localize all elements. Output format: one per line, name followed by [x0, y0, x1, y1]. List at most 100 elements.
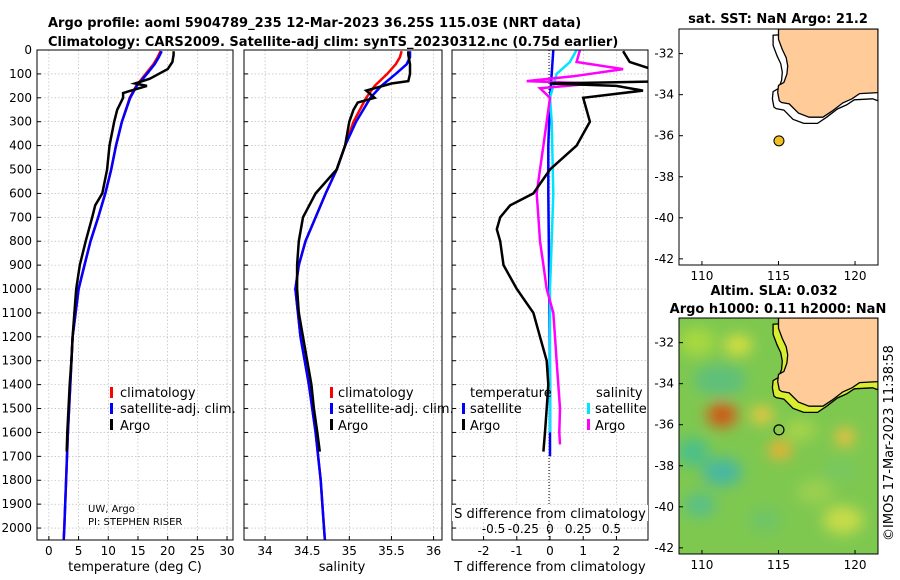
figure-title-line2: Climatology: CARS2009. Satellite-adj cli… [48, 35, 618, 50]
map-x-tick-label: 110 [691, 558, 714, 572]
depth-tick-label: 1000 [1, 282, 32, 296]
depth-tick-label: 200 [9, 91, 32, 105]
salinity-satellite-line [294, 51, 412, 540]
depth-tick-label: 1400 [1, 378, 32, 392]
legend-label-t-argo: Argo [470, 419, 500, 434]
legend-title-salinity: salinity [596, 386, 643, 401]
x-tick-label: 0 [45, 544, 53, 558]
x-tick-label: 1 [579, 544, 587, 558]
s-tick-label: -0.5 [482, 522, 505, 536]
legend-swatch-s-satellite [587, 403, 590, 414]
legend-label-satellite: satellite-adj. clim. [120, 402, 236, 417]
sst-map-ticks: 110 115 120 -32 -34 -36 -38 -40 -42 [654, 47, 866, 283]
legend-label-climatology: climatology [120, 386, 196, 401]
map-x-tick-label: 120 [844, 269, 867, 283]
sla-map-ticks: 110 115 120 -32 -34 -36 -38 -40 -42 [654, 336, 866, 572]
difference-panel: -2 -1 0 1 2 -0.5 -0.25 0 0.25 0.5 temperature sa… [451, 49, 649, 575]
x-tick-label: 36 [426, 544, 441, 558]
figure-title-line1: Argo profile: aoml 5904789_235 12-Mar-20… [48, 16, 581, 31]
depth-tick-label: 400 [9, 139, 32, 153]
s-tick-label: 0.5 [602, 522, 621, 536]
sla-map-title-line1: Altim. SLA: 0.032 [711, 284, 838, 299]
salinity-panel: 34 34.5 35 35.5 36 climatology satellite-adj… [243, 49, 454, 575]
depth-tick-label: 300 [9, 115, 32, 129]
legend-swatch-climatology [330, 387, 333, 398]
legend-swatch-climatology [110, 387, 113, 398]
land-mass [777, 318, 878, 407]
copyright-text: ©IMOS 17-Mar-2023 11:38:58 [882, 345, 897, 541]
temperature-grid [37, 49, 233, 540]
legend-label-s-satellite: satellite [595, 402, 647, 417]
s-tick-label: 0.25 [565, 522, 592, 536]
depth-tick-label: 1700 [1, 449, 32, 463]
map-y-tick-label: -32 [654, 336, 674, 350]
depth-tick-label: 1900 [1, 497, 32, 511]
map-y-tick-label: -38 [654, 170, 674, 184]
x-tick-label: 35 [342, 544, 357, 558]
x-tick-label: 0 [546, 544, 554, 558]
map-y-tick-label: -32 [654, 47, 674, 61]
map-x-tick-label: 115 [767, 558, 790, 572]
depth-tick-label: 1500 [1, 402, 32, 416]
x-tick-label: 34.5 [294, 544, 321, 558]
legend-title-temperature: temperature [470, 386, 552, 401]
depth-tick-label: 100 [9, 67, 32, 81]
legend-swatch-argo [110, 419, 113, 430]
sst-map-panel: sat. SST: NaN Argo: 21.2 110 115 120 -32 -34… [654, 12, 879, 283]
s-tick-label: 0 [546, 522, 554, 536]
map-x-tick-label: 110 [691, 269, 714, 283]
profile-location-marker [773, 135, 785, 147]
legend-label-argo: Argo [338, 419, 368, 434]
depth-tick-label: 500 [9, 163, 32, 177]
map-y-tick-label: -42 [654, 541, 674, 555]
temperature-panel: 0100200300400500600700800900100011001200… [1, 43, 235, 575]
depth-tick-label: 600 [9, 186, 32, 200]
map-y-tick-label: -38 [654, 459, 674, 473]
map-y-tick-label: -36 [654, 418, 674, 432]
temperature-legend: climatology satellite-adj. clim. Argo [110, 386, 236, 434]
legend-label-s-argo: Argo [595, 419, 625, 434]
depth-tick-label: 0 [24, 43, 32, 57]
x-tick-label: -1 [511, 544, 523, 558]
depth-tick-label: 1600 [1, 425, 32, 439]
pi-text: PI: STEPHEN RISER [88, 517, 182, 528]
salinity-tick-labels: 34 34.5 35 35.5 36 [257, 544, 441, 558]
map-x-tick-label: 120 [844, 558, 867, 572]
credit-text: UW, Argo [88, 504, 135, 515]
legend-swatch-t-argo [462, 419, 465, 430]
map-y-tick-label: -40 [654, 211, 674, 225]
depth-tick-labels: 0 100 200 300 400 500 600 700 800 900 1000 1100 1200… [1, 43, 32, 535]
x-tick-label: 35.5 [378, 544, 405, 558]
depth-tick-label: 800 [9, 234, 32, 248]
temperature-xlabel: temperature (deg C) [68, 560, 202, 575]
temperature-axes-frame [36, 49, 234, 541]
s-label-backdrop [452, 505, 648, 521]
s-tick-label: -0.25 [508, 522, 539, 536]
land-mass [777, 29, 878, 118]
difference-legend: temperature satellite Argo salinity sate… [462, 386, 647, 434]
legend-swatch-satellite [110, 403, 113, 414]
legend-swatch-argo [330, 419, 333, 430]
profile-location-marker [773, 424, 785, 436]
sst-map-title: sat. SST: NaN Argo: 21.2 [688, 12, 868, 27]
sla-map-title-line2: Argo h1000: 0.11 h2000: NaN [670, 302, 887, 317]
salinity-xlabel: salinity [319, 560, 366, 575]
difference-salinity-tick-labels: -0.5 -0.25 0 0.25 0.5 [482, 522, 621, 536]
depth-tick-label: 1200 [1, 330, 32, 344]
map-y-tick-label: -40 [654, 500, 674, 514]
salinity-axes-frame [243, 49, 443, 541]
depth-tick-label: 2000 [1, 521, 32, 535]
temperature-argo-line [65, 51, 175, 452]
depth-tick-label: 700 [9, 210, 32, 224]
legend-swatch-satellite [330, 403, 333, 414]
temperature-argo-diff-line [495, 50, 648, 452]
x-tick-label: 15 [130, 544, 145, 558]
salinity-argo-line [295, 51, 412, 452]
map-y-tick-label: -34 [654, 377, 674, 391]
legend-label-t-satellite: satellite [470, 402, 522, 417]
map-x-tick-label: 115 [767, 269, 790, 283]
x-tick-label: 2 [613, 544, 621, 558]
sla-map-panel: Altim. SLA: 0.032 Argo h1000: 0.11 h2000… [654, 284, 886, 572]
salinity-argo-diff-line [526, 50, 624, 445]
legend-label-climatology: climatology [338, 386, 414, 401]
